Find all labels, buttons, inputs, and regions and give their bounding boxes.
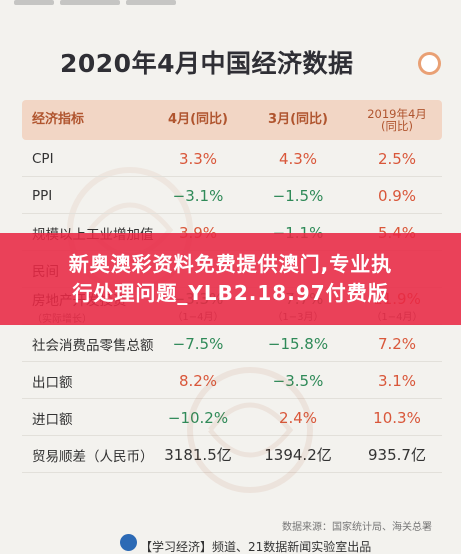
row-label-text: PPI (32, 187, 53, 204)
row-label-text: 贸易顺差（人民币） (32, 448, 154, 465)
table-row: 贸易顺差（人民币） 3181.5亿 1394.2亿 935.7亿 (22, 436, 442, 473)
value-cell: 10.3% (352, 399, 442, 436)
watermark-stamp-icon (187, 367, 313, 493)
top-breadcrumb-faded (14, 0, 214, 8)
footer-credit: 【学习经济】频道、21数据新闻实验室出品 (140, 540, 372, 554)
value-cell: −3.1% (148, 177, 248, 214)
value-text: 7.2% (377, 334, 417, 353)
value-cell: 3181.5亿 (148, 436, 248, 473)
row-label: CPI (32, 140, 162, 177)
value-text: −15.8% (267, 334, 329, 353)
value-cell: 4.3% (248, 140, 348, 177)
value-text: 2.5% (377, 149, 417, 168)
value-text: 8.2% (178, 371, 218, 390)
row-label: 出口额 (32, 362, 162, 399)
value-text: 3.1% (377, 371, 417, 390)
table-header: 经济指标 4月(同比) 3月(同比) 2019年4月 (同比) (22, 100, 442, 140)
value-text: −7.5% (172, 334, 224, 353)
row-label: 进口额 (32, 399, 162, 436)
page-title: 2020年4月中国经济数据 (60, 49, 354, 78)
value-text: 935.7亿 (368, 446, 426, 464)
table-row: CPI 3.3% 4.3% 2.5% (22, 140, 442, 177)
row-label: 贸易顺差（人民币） (32, 436, 162, 473)
value-text: 2.4% (278, 408, 318, 427)
value-text: −3.5% (272, 371, 324, 390)
value-cell: −10.2% (148, 399, 248, 436)
value-cell: 935.7亿 (352, 436, 442, 473)
value-cell: 8.2% (148, 362, 248, 399)
banner-line-1: 新奥澳彩资料免费提供澳门,专业执 (68, 252, 393, 276)
banner-line-2: 行处理问题_YLB2.18.97付费版 (72, 281, 389, 305)
value-cell: −1.5% (248, 177, 348, 214)
row-label-text: 社会消费品零售总额 (32, 337, 154, 354)
value-text: −10.2% (167, 408, 229, 427)
row-label-text: 出口额 (32, 374, 73, 391)
brand-logo-icon (120, 534, 137, 551)
row-label-text: 进口额 (32, 411, 73, 428)
value-cell: 0.9% (352, 177, 442, 214)
table-row: 进口额 −10.2% 2.4% 10.3% (22, 399, 442, 436)
value-cell: −7.5% (148, 325, 248, 362)
data-source: 数据来源：国家统计局、海关总署 (282, 522, 432, 533)
value-text: 0.9% (377, 186, 417, 205)
value-cell: −15.8% (248, 325, 348, 362)
value-cell: 1394.2亿 (248, 436, 348, 473)
value-text: 3.3% (178, 149, 218, 168)
table-row: 社会消费品零售总额 −7.5% −15.8% 7.2% (22, 325, 442, 362)
header-2019-april: 2019年4月 (同比) (352, 100, 442, 140)
row-label: PPI (32, 177, 162, 214)
value-cell: −3.5% (248, 362, 348, 399)
row-label: 社会消费品零售总额 (32, 325, 162, 362)
value-text: 4.3% (278, 149, 318, 168)
header-march: 3月(同比) (268, 112, 328, 128)
header-indicator: 经济指标 (32, 112, 85, 128)
value-cell: 2.5% (352, 140, 442, 177)
value-cell: 2.4% (248, 399, 348, 436)
overlay-banner[interactable]: 新奥澳彩资料免费提供澳门,专业执 行处理问题_YLB2.18.97付费版 (0, 233, 461, 325)
value-text: −1.5% (272, 186, 324, 205)
table-row: PPI −3.1% −1.5% 0.9% (22, 177, 442, 214)
value-cell: 3.1% (352, 362, 442, 399)
value-text: 10.3% (373, 408, 421, 427)
row-label-text: CPI (32, 150, 54, 167)
circle-icon (418, 52, 441, 75)
header-april: 4月(同比) (168, 112, 228, 128)
value-text: −3.1% (172, 186, 224, 205)
value-text: 3181.5亿 (164, 446, 232, 464)
header-2019-april-line1: 2019年4月 (367, 106, 427, 121)
value-cell: 3.3% (148, 140, 248, 177)
value-text: 1394.2亿 (264, 446, 332, 464)
header-2019-april-line2: (同比) (381, 119, 413, 133)
value-cell: 7.2% (352, 325, 442, 362)
table-row: 出口额 8.2% −3.5% 3.1% (22, 362, 442, 399)
